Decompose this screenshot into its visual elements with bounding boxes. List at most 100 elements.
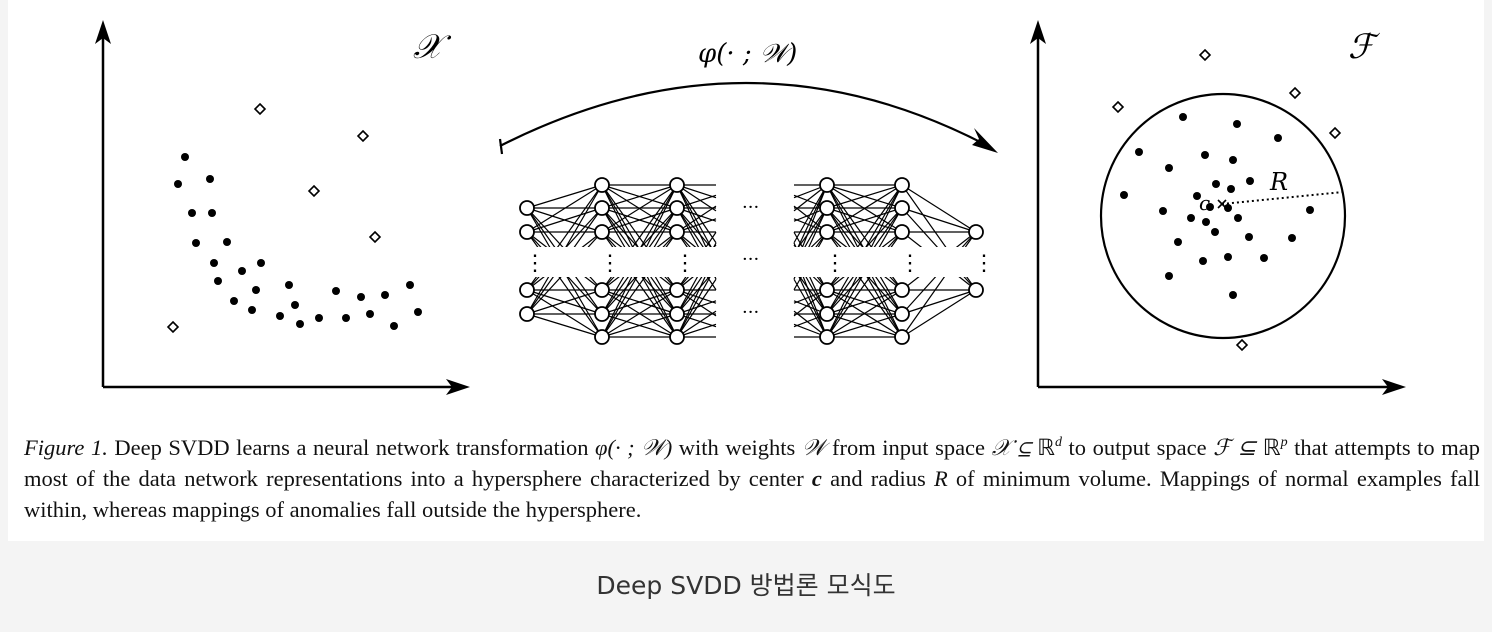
normal-point [296,320,304,328]
horizontal-ellipsis: ··· [742,249,759,270]
normal-point [366,310,374,318]
normal-point [1199,257,1207,265]
network-edge [901,184,977,233]
network-edge [676,184,717,244]
network-node [594,282,610,298]
network-edge [601,184,678,233]
deep-svdd-diagram: 𝒳 φ(· ; 𝒲) ⋮ ⋮ ⋮ ⋮ ⋮ ⋮ ··· ··· ··· ℱ c R [95,20,1406,395]
normal-point [285,281,293,289]
feature-y-arrowhead [1030,20,1046,44]
network-node [594,177,610,193]
anomaly-point [1198,48,1212,62]
network-node [894,177,910,193]
radius-line [1221,191,1344,205]
normal-point [381,291,389,299]
normal-point [1274,134,1282,142]
network-edge [676,184,717,257]
anomaly-point [1235,338,1249,352]
hypersphere [1099,92,1347,340]
normal-point [252,286,260,294]
normal-point [1245,233,1253,241]
caption-radius: R [933,466,948,491]
network-node [894,329,910,345]
vertical-ellipsis: ⋮ [899,251,921,276]
network-edge [676,207,717,254]
network-node [894,200,910,216]
normal-point [1233,120,1241,128]
mapping-arc-head [972,128,998,153]
normal-point [192,239,200,247]
caption-part3: from input space [825,435,992,460]
caption-part1: Deep SVDD learns a neural network transf… [107,435,596,460]
normal-point [1165,164,1173,172]
input-space-axes [95,20,470,395]
normal-point [174,180,182,188]
network-edge [526,313,603,338]
network-edge [793,278,828,338]
network-node [519,200,535,216]
network-node [669,306,685,322]
normal-point [1288,234,1296,242]
caption-part7: of minimum volume. Mappings of normal ex… [24,466,1480,522]
network-edge [826,184,903,233]
normal-point [1229,156,1237,164]
normal-point [210,259,218,267]
anomaly-point [368,230,382,244]
caption-output-dim: p [1280,435,1288,450]
network-node [519,306,535,322]
figure-panel: 𝒳 φ(· ; 𝒲) ⋮ ⋮ ⋮ ⋮ ⋮ ⋮ ··· ··· ··· ℱ c R [8,0,1484,541]
network-edge [601,313,678,338]
network-node [819,200,835,216]
vertical-ellipsis: ⋮ [524,251,546,276]
network-node [894,306,910,322]
normal-point [1246,177,1254,185]
normal-point [1187,214,1195,222]
mapping-arrow [498,82,998,155]
normal-point [276,312,284,320]
network-node [669,329,685,345]
caption-part6: and radius [821,466,934,491]
normal-point [230,297,238,305]
normal-point [1227,185,1235,193]
network-edge [793,265,828,338]
network-edge [901,289,977,315]
network-edge [676,278,717,338]
normal-point [1212,180,1220,188]
network-edge [601,184,678,209]
normal-point [214,277,222,285]
normal-point [1120,191,1128,199]
normal-point [238,267,246,275]
normal-point [1159,207,1167,215]
vertical-ellipsis: ⋮ [973,251,995,276]
horizontal-ellipsis: ··· [742,197,759,218]
normal-point [1229,291,1237,299]
normal-point [1211,228,1219,236]
anomaly-point [307,184,321,198]
feature-space-label: ℱ [1348,27,1381,67]
caption-output-space: ℱ ⊆ [1213,435,1263,460]
caption-phi: φ(· ; 𝒲) [595,435,673,460]
network-edge [826,289,903,338]
normal-point [1201,151,1209,159]
network-edge [526,184,603,233]
network-node [594,224,610,240]
feature-space-points [1111,48,1342,352]
anomaly-point [166,320,180,334]
input-y-arrowhead [95,20,111,44]
neural-network: ⋮ ⋮ ⋮ ⋮ ⋮ ⋮ ··· ··· ··· [513,177,995,345]
network-node [819,177,835,193]
feature-x-arrowhead [1382,379,1406,395]
radius-label: R [1269,168,1288,196]
network-edge [793,184,828,244]
network-edge [676,265,717,338]
network-edge [793,184,828,257]
normal-point [357,293,365,301]
normal-point [188,209,196,217]
network-node [669,200,685,216]
network-edge [526,207,603,233]
caption-figure-label: Figure 1. [24,435,108,460]
normal-point [1306,206,1314,214]
network-node [519,224,535,240]
anomaly-point [356,129,370,143]
network-edge [826,313,903,338]
